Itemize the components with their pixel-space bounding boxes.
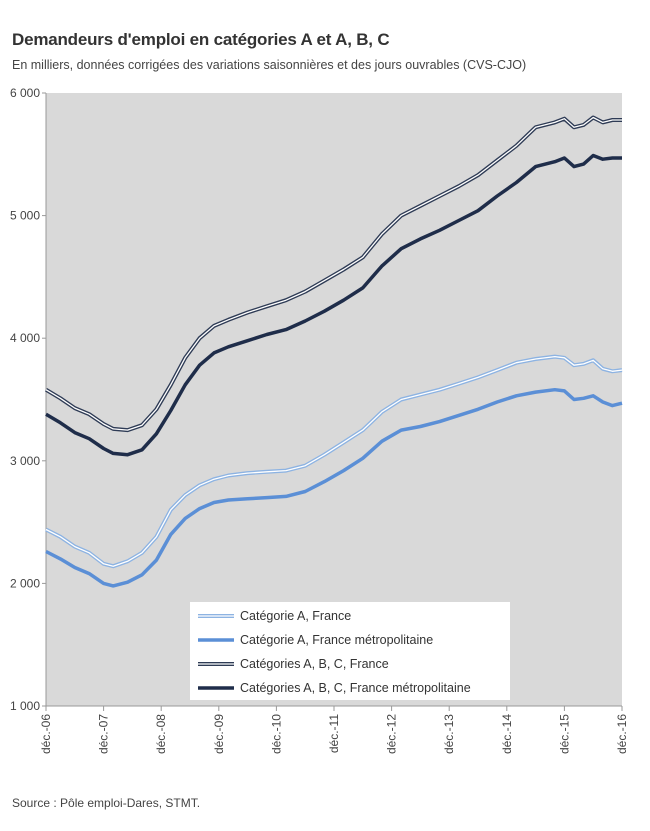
series-line-2: [45, 387, 623, 588]
chart-subtitle: En milliers, données corrigées des varia…: [12, 58, 527, 72]
series-lines: [44, 115, 623, 588]
series-line-4: [45, 153, 622, 457]
x-axis-ticks: déc.-06 déc.-07 déc.-08 déc.-09 déc.-10 déc.-…: [39, 706, 629, 754]
y-tick-label: 3 000: [10, 454, 40, 468]
y-tick-label: 4 000: [10, 331, 40, 345]
series-line-1-inner: [45, 355, 623, 567]
x-tick-label: déc.-15: [557, 714, 571, 754]
x-tick-label: déc.-07: [97, 714, 111, 754]
legend: Catégorie A, France Catégorie A, France m…: [198, 609, 471, 695]
y-tick-label: 5 000: [10, 209, 40, 223]
y-axis-ticks: 1 000 2 000 3 000 4 000 5 000 6 000: [10, 86, 46, 713]
x-tick-label: déc.-11: [327, 714, 341, 753]
x-tick-label: déc.-13: [442, 714, 456, 754]
chart-title: Demandeurs d'emploi en catégories A et A…: [12, 30, 390, 49]
legend-background: [190, 602, 510, 700]
x-tick-label: déc.-08: [154, 714, 168, 754]
source-note: Source : Pôle emploi-Dares, STMT.: [12, 796, 201, 810]
x-tick-label: déc.-09: [212, 714, 226, 754]
y-tick-label: 2 000: [10, 576, 40, 590]
x-tick-label: déc.-10: [269, 714, 283, 754]
x-tick-label: déc.-14: [500, 714, 514, 754]
legend-label: Catégorie A, France métropolitaine: [240, 633, 433, 647]
legend-label: Catégorie A, France: [240, 609, 351, 623]
x-tick-label: déc.-12: [385, 714, 399, 754]
y-tick-label: 1 000: [10, 699, 40, 713]
legend-label: Catégories A, B, C, France: [240, 657, 389, 671]
x-tick-label: déc.-16: [615, 714, 629, 754]
series-line-3-inner: [45, 116, 622, 431]
x-tick-label: déc.-06: [39, 714, 53, 754]
legend-label: Catégories A, B, C, France métropolitain…: [240, 681, 471, 695]
y-tick-label: 6 000: [10, 86, 40, 100]
